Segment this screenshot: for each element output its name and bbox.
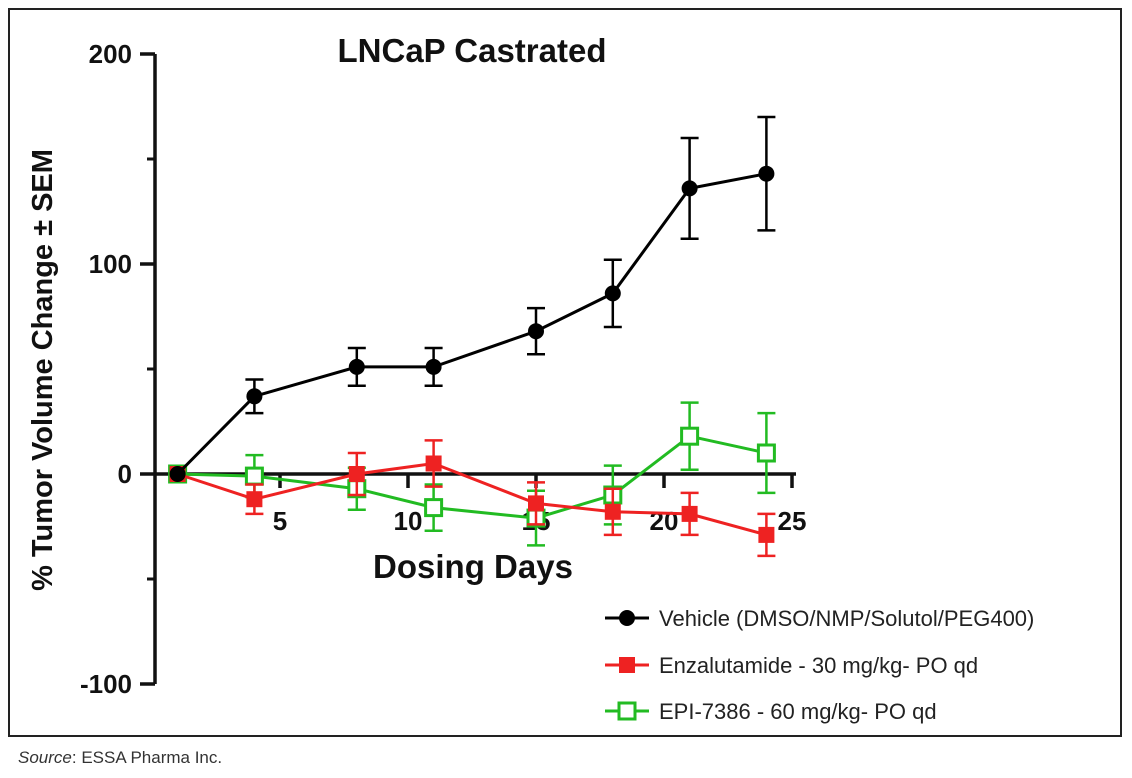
- data-point: [604, 503, 621, 520]
- series-2: [169, 439, 776, 558]
- legend: Vehicle (DMSO/NMP/Solutol/PEG400) Enzalut…: [605, 606, 1034, 724]
- y-tick-label: -100: [80, 669, 132, 699]
- series-line: [177, 461, 767, 537]
- data-point: [246, 388, 263, 405]
- data-point: [604, 285, 621, 302]
- legend-item-3: EPI-7386 - 60 mg/kg- PO qd: [605, 699, 937, 724]
- legend-item-2: Enzalutamide - 30 mg/kg- PO qd: [605, 653, 978, 678]
- data-point: [528, 495, 544, 512]
- data-point: [756, 443, 776, 463]
- plot-area: -1000100200510152025: [80, 39, 807, 699]
- legend-marker: [617, 701, 637, 721]
- legend-item-1: Vehicle (DMSO/NMP/Solutol/PEG400): [605, 606, 1034, 631]
- data-point: [425, 455, 442, 472]
- y-tick-label: 100: [89, 249, 132, 279]
- data-point: [424, 498, 444, 518]
- y-tick-label: 0: [118, 459, 132, 489]
- data-point: [348, 466, 365, 482]
- source-text: : ESSA Pharma Inc.: [71, 748, 223, 767]
- x-tick-label: 5: [273, 506, 287, 536]
- data-point: [758, 165, 775, 182]
- chart-title: LNCaP Castrated: [338, 32, 607, 69]
- series-1: [169, 115, 776, 482]
- data-point: [681, 505, 698, 522]
- data-point: [758, 526, 775, 543]
- legend-label: Vehicle (DMSO/NMP/Solutol/PEG400): [659, 606, 1034, 631]
- chart-frame: [8, 8, 1122, 737]
- legend-marker: [619, 610, 635, 626]
- x-tick-label: 25: [778, 506, 807, 536]
- data-point: [169, 466, 186, 482]
- legend-label: Enzalutamide - 30 mg/kg- PO qd: [659, 653, 978, 678]
- y-axis-label: % Tumor Volume Change ± SEM: [27, 149, 59, 591]
- y-tick-label: 200: [89, 39, 132, 69]
- x-tick-label: 10: [394, 506, 423, 536]
- data-point: [244, 466, 264, 486]
- legend-label: EPI-7386 - 60 mg/kg- PO qd: [659, 699, 937, 724]
- data-point: [528, 323, 544, 340]
- legend-marker: [619, 657, 635, 673]
- data-point: [246, 491, 263, 508]
- data-point: [425, 358, 442, 375]
- data-point: [348, 358, 365, 375]
- series-line: [177, 434, 767, 520]
- data-point: [681, 180, 698, 197]
- x-axis-label: Dosing Days: [373, 548, 573, 585]
- source-note: Source: ESSA Pharma Inc.: [18, 748, 222, 768]
- source-label: Source: [18, 748, 72, 767]
- data-point: [680, 426, 700, 446]
- x-tick-label: 20: [650, 506, 679, 536]
- series-line: [176, 172, 767, 476]
